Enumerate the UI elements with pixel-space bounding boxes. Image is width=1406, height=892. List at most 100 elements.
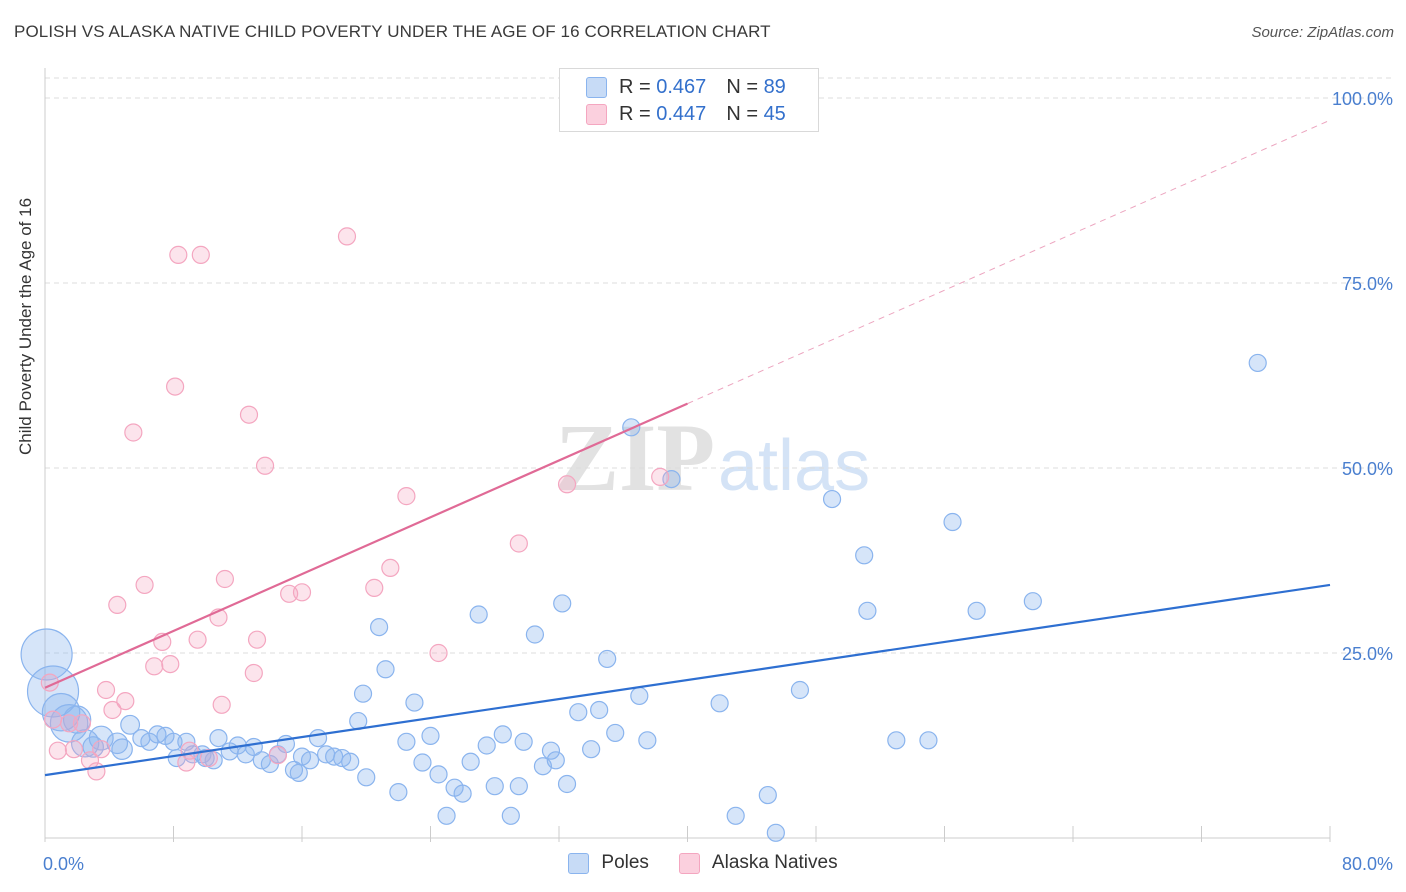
point-poles [41,692,81,732]
point-poles [284,760,304,780]
point-poles [308,728,328,748]
legend-n-value: 45 [763,102,786,125]
point-poles [557,774,577,794]
point-poles [485,777,504,796]
point-alaska-natives [292,583,312,602]
point-alaska-natives [188,630,207,649]
point-poles [858,601,877,620]
point-alaska-natives [92,740,111,759]
series-name-alaska-natives: Alaska Natives [711,852,838,873]
series-legend-alaska-natives: Alaska Natives [678,852,838,874]
point-alaska-natives [108,595,127,615]
point-poles [943,512,962,532]
legend-n-value: 89 [763,75,786,98]
point-poles [1023,592,1042,611]
point-alaska-natives [429,643,448,663]
point-poles [553,594,572,613]
legend-swatch-alaska-natives [586,103,607,125]
point-alaska-natives [64,740,84,759]
point-alaska-natives [365,578,384,597]
point-poles [111,738,133,760]
point-poles [429,765,448,784]
trend-line-extension [687,119,1331,405]
series-swatch-poles [568,852,590,874]
point-poles [353,684,373,703]
point-poles [662,470,681,489]
point-poles [919,731,938,750]
point-alaska-natives [103,700,122,720]
point-alaska-natives [145,657,164,676]
point-poles [514,732,533,751]
point-poles [376,660,395,679]
point-alaska-natives [381,558,400,578]
point-alaska-natives [199,748,218,768]
points [20,227,1267,842]
point-poles [397,732,416,751]
point-alaska-natives [96,680,116,700]
point-poles [967,601,986,620]
legend-r-label: R = [619,75,651,98]
point-alaska-natives [212,695,231,714]
legend-row-poles: R = 0.467 N = 89 [586,75,786,99]
point-alaska-natives [557,475,577,494]
point-poles [726,806,745,825]
point-poles [509,777,528,796]
point-alaska-natives [397,487,416,506]
point-alaska-natives [268,746,288,765]
legend-n-label: N = [726,75,758,98]
y-tick-label: 75.0% [1342,274,1393,294]
point-poles [766,823,785,842]
watermark-atlas: atlas [718,426,870,506]
point-poles [453,784,472,803]
point-poles [493,725,512,744]
watermark-zip: ZIP [555,404,715,511]
point-poles [525,625,545,644]
point-poles [569,703,588,722]
point-poles [389,783,408,802]
point-poles [758,785,777,805]
point-alaska-natives [124,423,143,442]
legend-r-value: 0.467 [656,75,707,98]
point-alaska-natives [509,534,528,553]
point-poles [300,751,320,770]
point-poles [477,736,496,755]
point-alaska-natives [337,227,357,246]
point-alaska-natives [87,762,106,781]
series-name-poles: Poles [601,852,649,873]
point-alaska-natives [116,691,135,711]
point-alaska-natives [169,245,188,264]
point-alaska-natives [59,714,79,733]
point-alaska-natives [43,710,63,729]
point-poles [710,694,729,713]
y-tick-label: 25.0% [1342,644,1393,664]
point-poles [501,806,520,825]
point-poles [421,726,440,745]
point-alaska-natives [191,245,210,264]
point-poles [469,605,488,624]
point-poles [209,728,228,748]
point-alaska-natives [161,654,180,674]
point-alaska-natives [239,405,259,424]
point-alaska-natives [166,377,185,396]
axes [44,68,1331,842]
chart-title: POLISH VS ALASKA NATIVE CHILD POVERTY UN… [14,22,771,41]
series-swatch-alaska-natives [678,852,700,874]
point-poles [887,731,906,750]
legend-n-label: N = [726,102,758,125]
legend-r-label: R = [619,102,651,125]
point-poles [590,700,609,720]
series-legend: Poles Alaska Natives [0,852,1406,874]
point-poles [582,740,601,759]
trend-line-alaska-natives [44,402,688,689]
point-alaska-natives [651,467,670,486]
point-poles [120,714,141,735]
point-poles [541,741,561,760]
source-label: Source: ZipAtlas.com [1251,24,1394,41]
series-legend-poles: Poles [568,852,649,874]
point-poles [437,806,456,825]
point-alaska-natives [180,741,199,760]
watermark: ZIP atlas [555,404,870,511]
point-poles [630,686,649,706]
point-poles [341,752,360,771]
